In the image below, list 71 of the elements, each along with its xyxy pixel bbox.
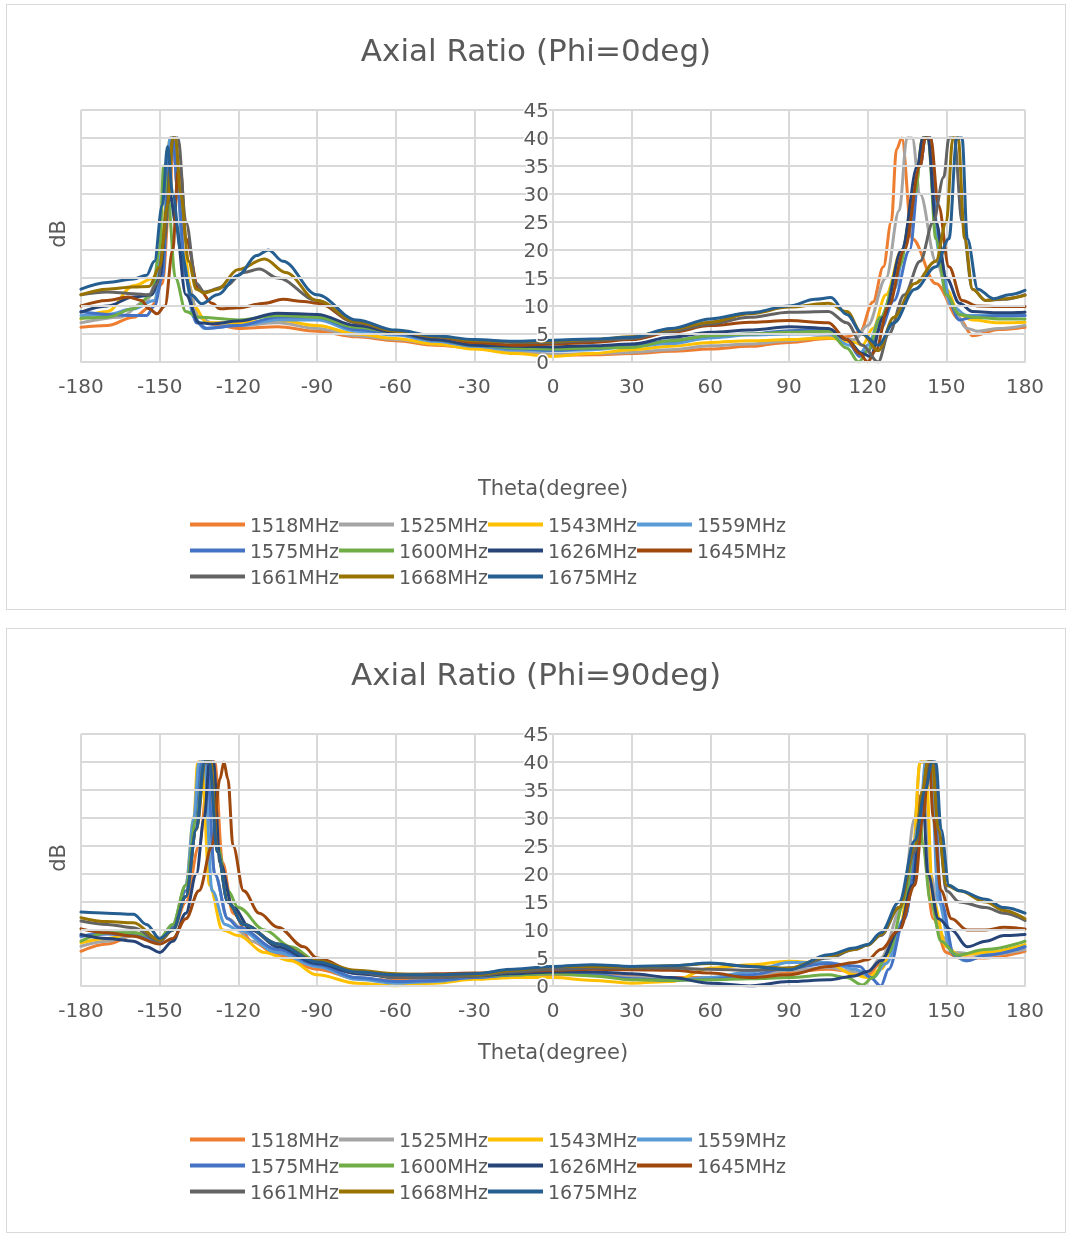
y-tick-label: 35	[523, 778, 549, 802]
legend-label: 1525MHz	[399, 1128, 489, 1151]
y-tick-label: 45	[523, 98, 549, 122]
legend-label: 1575MHz	[250, 1154, 340, 1177]
y-tick-label: 25	[523, 210, 549, 234]
y-tick-label: 35	[523, 154, 549, 178]
legend-label: 1661MHz	[250, 565, 340, 588]
x-tick-label: -150	[136, 374, 183, 398]
x-tick-label: 180	[1005, 998, 1045, 1022]
y-tick-label: 0	[536, 974, 549, 998]
legend-label: 1575MHz	[250, 539, 340, 562]
legend-label: 1600MHz	[399, 539, 489, 562]
y-tick-label: 20	[523, 238, 549, 262]
x-tick-label: 120	[848, 998, 887, 1022]
legend-label: 1543MHz	[548, 513, 638, 536]
y-tick-label: 0	[536, 350, 549, 374]
y-tick-label: 30	[523, 182, 549, 206]
y-tick-label: 10	[523, 918, 549, 942]
x-tick-label: 60	[697, 998, 724, 1022]
chart-title: Axial Ratio (Phi=90deg)	[350, 655, 722, 692]
legend-label: 1675MHz	[548, 1180, 638, 1203]
x-tick-label: 90	[776, 374, 802, 398]
x-tick-label: -180	[58, 998, 104, 1022]
x-tick-label: 120	[848, 374, 887, 398]
legend-label: 1559MHz	[697, 1128, 787, 1151]
y-tick-label: 15	[523, 266, 549, 290]
y-tick-label: 20	[523, 862, 549, 886]
x-tick-label: 150	[927, 374, 966, 398]
legend-label: 1518MHz	[250, 1128, 340, 1151]
legend-label: 1525MHz	[399, 513, 489, 536]
x-tick-label: 30	[618, 998, 645, 1022]
x-tick-label: 30	[618, 374, 645, 398]
x-tick-label: -180	[58, 374, 104, 398]
legend-label: 1518MHz	[250, 513, 340, 536]
chart-title: Axial Ratio (Phi=0deg)	[360, 31, 712, 68]
x-tick-label: -90	[300, 998, 334, 1022]
legend-label: 1626MHz	[548, 539, 638, 562]
x-tick-label: 90	[776, 998, 802, 1022]
x-tick-label: -60	[379, 998, 412, 1022]
x-tick-label: -60	[379, 374, 412, 398]
y-tick-label: 30	[523, 806, 549, 830]
legend-label: 1626MHz	[548, 1154, 638, 1177]
legend-label: 1645MHz	[697, 539, 787, 562]
x-tick-label: 150	[927, 998, 966, 1022]
x-tick-label: -120	[215, 998, 262, 1022]
x-tick-label: 180	[1005, 374, 1045, 398]
y-tick-label: 45	[523, 722, 549, 746]
y-tick-label: 15	[523, 890, 549, 914]
x-tick-label: -150	[136, 998, 183, 1022]
legend-label: 1675MHz	[548, 565, 638, 588]
x-tick-label: -90	[300, 374, 334, 398]
y-axis-title: dB	[45, 219, 70, 248]
legend-label: 1645MHz	[697, 1154, 787, 1177]
legend-label: 1668MHz	[399, 565, 489, 588]
legend-label: 1661MHz	[250, 1180, 340, 1203]
y-axis-title: dB	[45, 843, 70, 872]
legend-label: 1600MHz	[399, 1154, 489, 1177]
y-tick-label: 40	[523, 126, 549, 150]
legend-label: 1543MHz	[548, 1128, 638, 1151]
x-tick-label: 60	[697, 374, 724, 398]
x-tick-label: -30	[458, 998, 491, 1022]
x-tick-label: -30	[458, 374, 491, 398]
x-axis-title: Theta(degree)	[476, 475, 629, 500]
x-tick-label: -120	[215, 374, 262, 398]
y-tick-label: 5	[536, 946, 549, 970]
y-tick-label: 40	[523, 750, 549, 774]
legend-label: 1559MHz	[697, 513, 787, 536]
x-axis-title: Theta(degree)	[476, 1039, 629, 1064]
y-tick-label: 25	[523, 834, 549, 858]
y-tick-label: 10	[523, 294, 549, 318]
legend-label: 1668MHz	[399, 1180, 489, 1203]
